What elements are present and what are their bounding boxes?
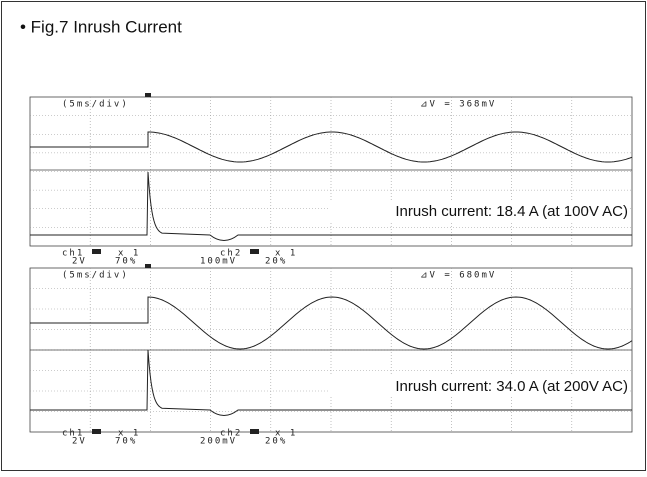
channel-label: 100mV: [200, 257, 237, 267]
page: body { margin: 0; width: 647px; height: …: [0, 0, 647, 472]
trigger-marker: [145, 264, 151, 268]
delta-label: ⊿V = 368mV: [420, 100, 496, 110]
channel-label: 70%: [115, 437, 137, 447]
channel-swatch: [92, 249, 101, 254]
delta-label: ⊿V = 680mV: [420, 271, 496, 281]
figure: • Fig.7 Inrush Current (5ms/div) ⊿V = 368…: [0, 0, 647, 472]
annotation: Inrush current: 34.0 A (at 200V AC): [395, 378, 628, 395]
channel-label: 200mV: [200, 437, 237, 447]
timebase-label: (5ms/div): [62, 271, 129, 281]
channel-swatch: [92, 429, 101, 434]
channel-label: 20%: [265, 257, 287, 267]
body: {"title": "• Fig.7 Inrush Current", "sco…: [0, 0, 647, 472]
figure-title: • Fig.7 Inrush Current: [20, 17, 182, 36]
timebase-label: (5ms/div): [62, 100, 129, 110]
channel-label: 2V: [72, 257, 87, 267]
channel-label: 2V: [72, 437, 87, 447]
channel-label: 70%: [115, 257, 137, 267]
channel-swatch: [250, 429, 259, 434]
channel-swatch: [250, 249, 259, 254]
channel-label: 20%: [265, 437, 287, 447]
trigger-marker: [145, 93, 151, 97]
annotation: Inrush current: 18.4 A (at 100V AC): [395, 203, 628, 220]
